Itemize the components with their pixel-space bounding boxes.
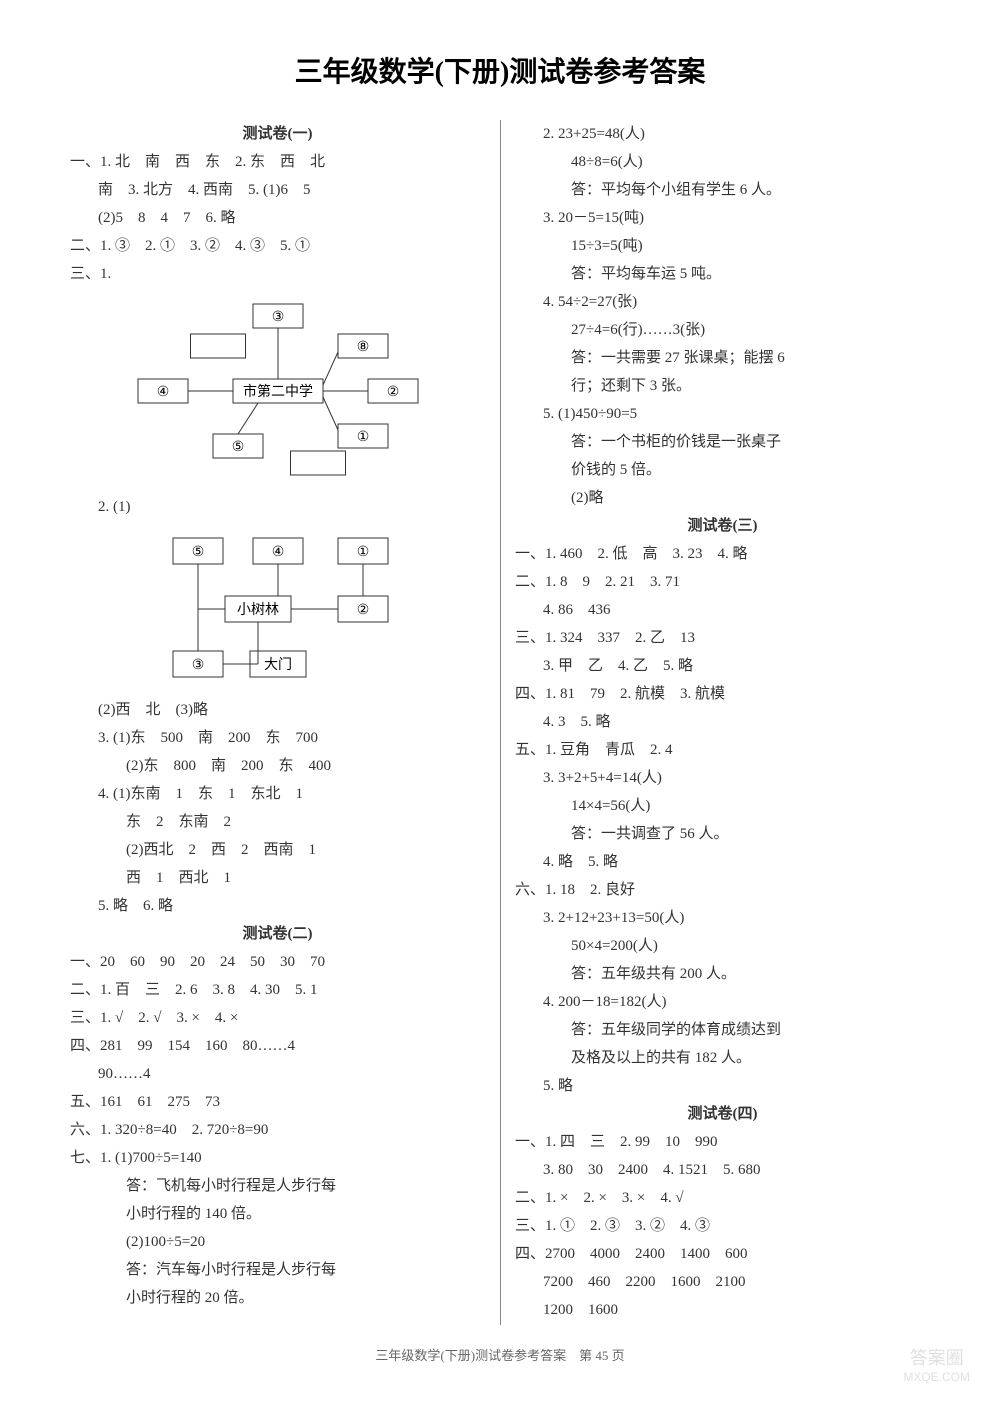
answer-line: 4. 54÷2=27(张) <box>515 289 930 316</box>
svg-text:①: ① <box>356 430 369 445</box>
column-divider <box>500 120 501 1325</box>
answer-line: 五、1. 豆角 青瓜 2. 4 <box>515 737 930 764</box>
answer-line: 二、1. ③ 2. ① 3. ② 4. ③ 5. ① <box>70 233 485 260</box>
answer-line: 答：飞机每小时行程是人步行每 <box>70 1173 485 1200</box>
answer-line: 48÷8=6(人) <box>515 149 930 176</box>
answer-line: 4. 200－18=182(人) <box>515 989 930 1016</box>
answer-line: 小时行程的 20 倍。 <box>70 1285 485 1312</box>
diagram-compass: 市第二中学 ③ ⑧ ② ① ⑤ ④ <box>128 296 428 486</box>
answer-line: (2)5 8 4 7 6. 略 <box>70 205 485 232</box>
svg-text:小树林: 小树林 <box>237 602 279 618</box>
test3-title: 测试卷(三) <box>515 513 930 540</box>
answer-line: 3. 80 30 2400 4. 1521 5. 680 <box>515 1157 930 1184</box>
answer-line: 七、1. (1)700÷5=140 <box>70 1145 485 1172</box>
answer-line: 答：五年级共有 200 人。 <box>515 961 930 988</box>
answer-line: (2)100÷5=20 <box>70 1229 485 1256</box>
answer-line: 一、20 60 90 20 24 50 30 70 <box>70 949 485 976</box>
answer-line: 四、2700 4000 2400 1400 600 <box>515 1241 930 1268</box>
answer-line: 3. 甲 乙 4. 乙 5. 略 <box>515 653 930 680</box>
answer-line: 一、1. 北 南 西 东 2. 东 西 北 <box>70 149 485 176</box>
answer-line: 3. 2+12+23+13=50(人) <box>515 905 930 932</box>
answer-line: (2)东 800 南 200 东 400 <box>70 753 485 780</box>
answer-line: 4. 略 5. 略 <box>515 849 930 876</box>
answer-line: 答：汽车每小时行程是人步行每 <box>70 1257 485 1284</box>
answer-line: 三、1. 324 337 2. 乙 13 <box>515 625 930 652</box>
answer-line: 一、1. 460 2. 低 高 3. 23 4. 略 <box>515 541 930 568</box>
answer-line: 4. (1)东南 1 东 1 东北 1 <box>70 781 485 808</box>
answer-line: 5. 略 <box>515 1073 930 1100</box>
content-columns: 测试卷(一) 一、1. 北 南 西 东 2. 东 西 北 南 3. 北方 4. … <box>70 120 930 1325</box>
right-column: 2. 23+25=48(人) 48÷8=6(人) 答：平均每个小组有学生 6 人… <box>515 120 930 1325</box>
answer-line: 7200 460 2200 1600 2100 <box>515 1269 930 1296</box>
answer-line: 东 2 东南 2 <box>70 809 485 836</box>
answer-line: 答：五年级同学的体育成绩达到 <box>515 1017 930 1044</box>
answer-line: 5. 略 6. 略 <box>70 893 485 920</box>
answer-line: 五、161 61 275 73 <box>70 1089 485 1116</box>
answer-line: 50×4=200(人) <box>515 933 930 960</box>
answer-line: 一、1. 四 三 2. 99 10 990 <box>515 1129 930 1156</box>
watermark-text-bottom: MXQE.COM <box>903 1370 970 1384</box>
svg-text:③: ③ <box>271 310 284 325</box>
answer-line: 5. (1)450÷90=5 <box>515 401 930 428</box>
answer-line: 行；还剩下 3 张。 <box>515 373 930 400</box>
answer-line: 小时行程的 140 倍。 <box>70 1201 485 1228</box>
answer-line: 答：一个书柜的价钱是一张桌子 <box>515 429 930 456</box>
answer-line: 二、1. × 2. × 3. × 4. √ <box>515 1185 930 1212</box>
answer-line: 答：平均每车运 5 吨。 <box>515 261 930 288</box>
answer-line: 答：一共需要 27 张课桌；能摆 6 <box>515 345 930 372</box>
answer-line: 90……4 <box>70 1061 485 1088</box>
answer-line: 14×4=56(人) <box>515 793 930 820</box>
answer-line: 二、1. 百 三 2. 6 3. 8 4. 30 5. 1 <box>70 977 485 1004</box>
answer-line: 1200 1600 <box>515 1297 930 1324</box>
svg-text:②: ② <box>356 603 369 618</box>
svg-text:⑤: ⑤ <box>191 545 204 560</box>
diagram-tree: ⑤ ④ ① 小树林 ② ③ 大门 <box>148 529 408 689</box>
svg-text:市第二中学: 市第二中学 <box>243 383 313 400</box>
answer-line: 2. (1) <box>70 494 485 521</box>
answer-line: 27÷4=6(行)……3(张) <box>515 317 930 344</box>
answer-line: 四、281 99 154 160 80……4 <box>70 1033 485 1060</box>
answer-line: (2)西北 2 西 2 西南 1 <box>70 837 485 864</box>
svg-text:⑧: ⑧ <box>356 340 369 355</box>
page-footer: 三年级数学(下册)测试卷参考答案 第 45 页 <box>0 1345 1000 1364</box>
svg-text:④: ④ <box>271 545 284 560</box>
test2-title: 测试卷(二) <box>70 921 485 948</box>
test4-title: 测试卷(四) <box>515 1101 930 1128</box>
answer-line: 3. 3+2+5+4=14(人) <box>515 765 930 792</box>
watermark-text-top: 答案圈 <box>903 1348 970 1370</box>
svg-text:①: ① <box>356 545 369 560</box>
svg-text:④: ④ <box>156 385 169 400</box>
watermark: 答案圈 MXQE.COM <box>903 1348 970 1384</box>
answer-line: (2)略 <box>515 485 930 512</box>
svg-text:②: ② <box>386 385 399 400</box>
answer-line: 价钱的 5 倍。 <box>515 457 930 484</box>
answer-line: 二、1. 8 9 2. 21 3. 71 <box>515 569 930 596</box>
answer-line: 答：一共调查了 56 人。 <box>515 821 930 848</box>
answer-line: 南 3. 北方 4. 西南 5. (1)6 5 <box>70 177 485 204</box>
svg-text:大门: 大门 <box>264 657 292 673</box>
answer-line: 3. (1)东 500 南 200 东 700 <box>70 725 485 752</box>
answer-line: 六、1. 320÷8=40 2. 720÷8=90 <box>70 1117 485 1144</box>
answer-line: 2. 23+25=48(人) <box>515 121 930 148</box>
answer-line: 4. 3 5. 略 <box>515 709 930 736</box>
answer-line: 三、1. <box>70 261 485 288</box>
answer-line: 3. 20－5=15(吨) <box>515 205 930 232</box>
answer-line: (2)西 北 (3)略 <box>70 697 485 724</box>
svg-text:⑤: ⑤ <box>231 440 244 455</box>
page-title: 三年级数学(下册)测试卷参考答案 <box>70 50 930 90</box>
answer-line: 答：平均每个小组有学生 6 人。 <box>515 177 930 204</box>
answer-line: 及格及以上的共有 182 人。 <box>515 1045 930 1072</box>
answer-line: 四、1. 81 79 2. 航模 3. 航模 <box>515 681 930 708</box>
answer-line: 西 1 西北 1 <box>70 865 485 892</box>
answer-line: 六、1. 18 2. 良好 <box>515 877 930 904</box>
answer-line: 三、1. ① 2. ③ 3. ② 4. ③ <box>515 1213 930 1240</box>
answer-line: 4. 86 436 <box>515 597 930 624</box>
answer-line: 三、1. √ 2. √ 3. × 4. × <box>70 1005 485 1032</box>
test1-title: 测试卷(一) <box>70 121 485 148</box>
answer-line: 15÷3=5(吨) <box>515 233 930 260</box>
left-column: 测试卷(一) 一、1. 北 南 西 东 2. 东 西 北 南 3. 北方 4. … <box>70 120 485 1325</box>
svg-text:③: ③ <box>191 658 204 673</box>
